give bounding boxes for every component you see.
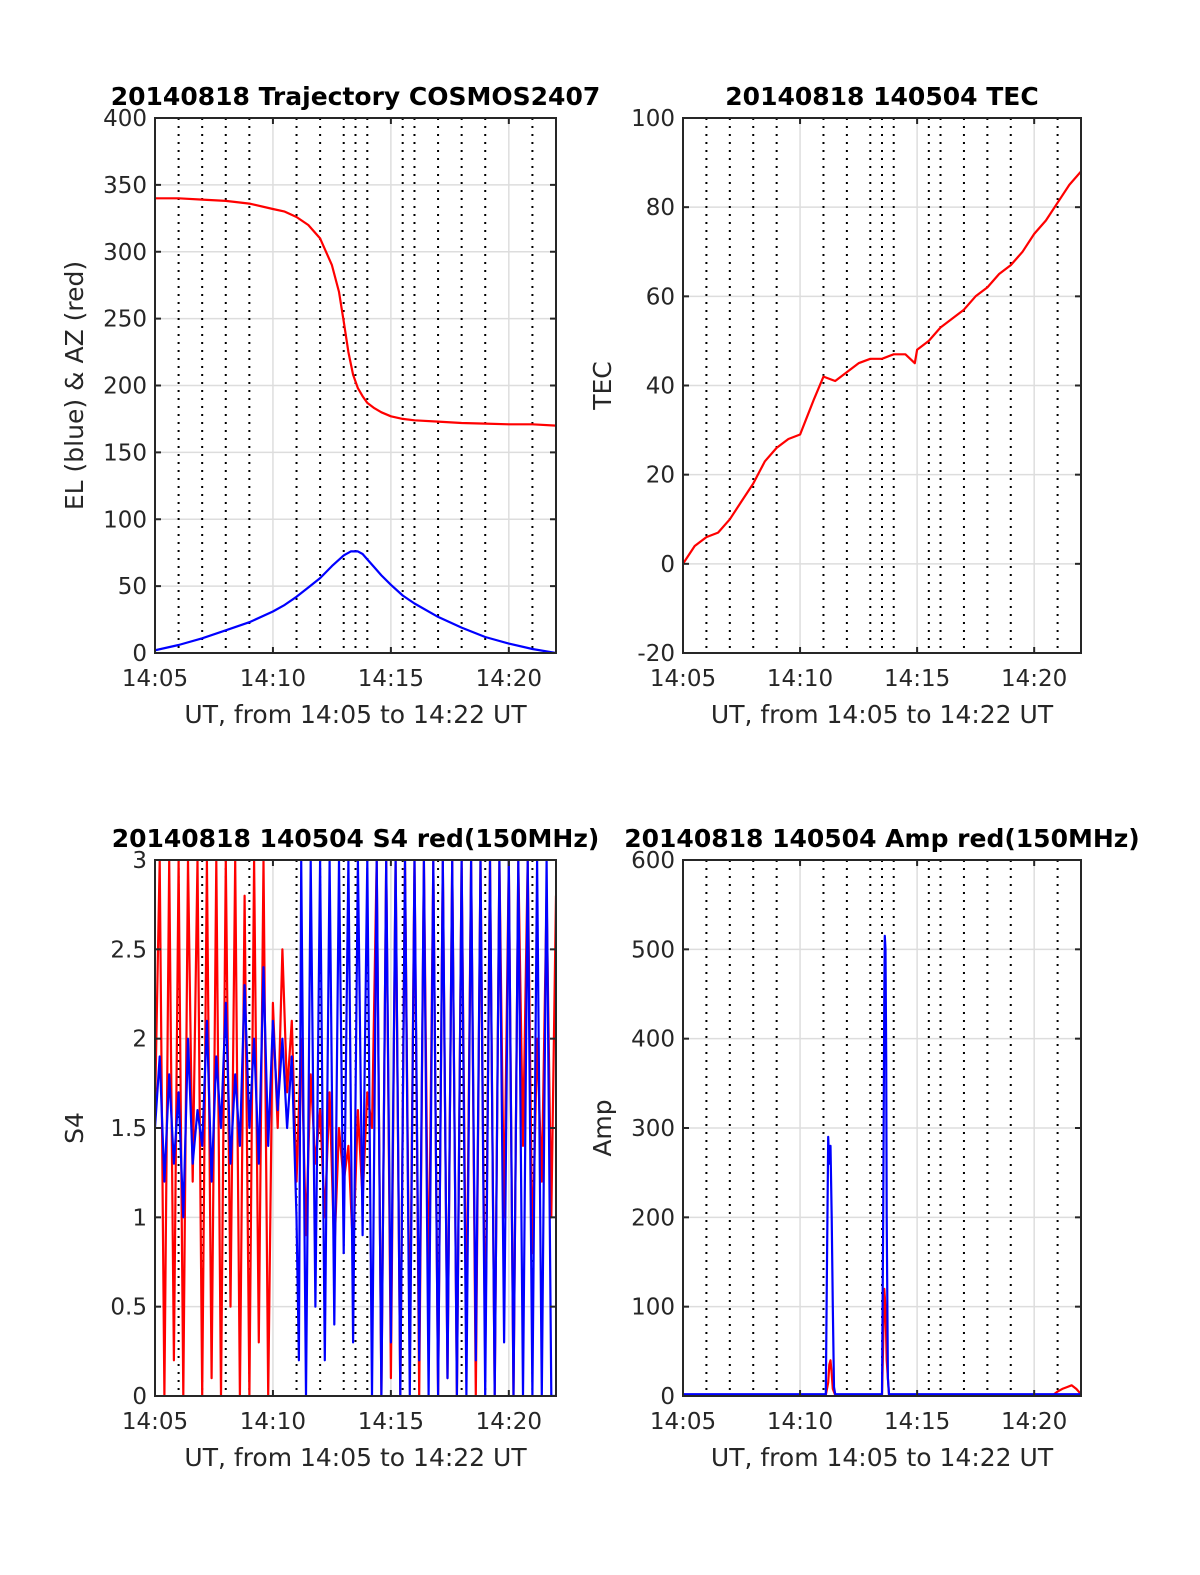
x-tick-label: 14:10: [240, 1409, 306, 1435]
y-axis-label: S4: [60, 1112, 89, 1144]
x-tick-label: 14:05: [122, 1409, 188, 1435]
chart-title: 20140818 140504 S4 red(150MHz): [112, 824, 600, 853]
y-axis-label: TEC: [588, 361, 617, 411]
y-tick-label: 100: [631, 106, 675, 132]
y-tick-label: 200: [103, 374, 147, 400]
x-axis-label: UT, from 14:05 to 14:22 UT: [184, 1443, 527, 1472]
y-tick-label: 100: [631, 1295, 675, 1321]
y-tick-label: 60: [646, 284, 675, 310]
y-axis-label: EL (blue) & AZ (red): [60, 261, 89, 510]
x-tick-label: 14:15: [884, 1409, 950, 1435]
x-tick-label: 14:05: [650, 1409, 716, 1435]
y-tick-label: 150: [103, 440, 147, 466]
chart-title: 20140818 Trajectory COSMOS2407: [111, 82, 601, 111]
series-line-0: [683, 170, 1081, 565]
y-tick-label: 0.5: [110, 1295, 147, 1321]
y-tick-label: 500: [631, 937, 675, 963]
y-tick-label: 2: [132, 1027, 147, 1053]
y-tick-label: 80: [646, 195, 675, 221]
y-tick-label: 1: [132, 1205, 147, 1231]
chart-title: 20140818 140504 TEC: [725, 82, 1038, 111]
x-tick-label: 14:05: [122, 666, 188, 692]
y-tick-label: 0: [132, 641, 147, 667]
tec-panel: -20 0 20 40 60 80 100 14:05 14:10 14:15 14:20 20140…: [588, 82, 1082, 729]
y-axis-label: Amp: [588, 1099, 617, 1156]
x-tick-label: 14:15: [358, 666, 424, 692]
trajectory-panel: 0 50 100 150 200 250 300 350 400 14:05 14:10 14:15 1…: [60, 82, 600, 729]
y-tick-label: 0: [132, 1384, 147, 1410]
y-tick-label: 0: [660, 552, 675, 578]
x-tick-label: 14:20: [476, 666, 542, 692]
chart-title: 20140818 140504 Amp red(150MHz): [624, 824, 1140, 853]
series-line-0: [155, 197, 556, 427]
x-tick-label: 14:10: [240, 666, 306, 692]
y-tick-label: 300: [103, 240, 147, 266]
y-tick-label: 400: [103, 106, 147, 132]
x-tick-label: 14:05: [650, 666, 716, 692]
y-tick-label: 3: [132, 848, 147, 874]
x-tick-label: 14:20: [1001, 666, 1067, 692]
x-tick-label: 14:15: [358, 1409, 424, 1435]
y-tick-label: 400: [631, 1027, 675, 1053]
y-tick-label: 250: [103, 307, 147, 333]
y-tick-label: 300: [631, 1116, 675, 1142]
series-line-1: [155, 860, 556, 1396]
x-axis-label: UT, from 14:05 to 14:22 UT: [184, 700, 527, 729]
y-tick-label: 40: [646, 374, 675, 400]
y-tick-label: 100: [103, 507, 147, 533]
x-axis-label: UT, from 14:05 to 14:22 UT: [711, 700, 1054, 729]
y-tick-label: 2.5: [110, 937, 147, 963]
y-tick-label: 20: [646, 463, 675, 489]
x-tick-label: 14:10: [767, 1409, 833, 1435]
y-tick-label: -20: [637, 641, 675, 667]
x-axis-label: UT, from 14:05 to 14:22 UT: [711, 1443, 1054, 1472]
x-tick-label: 14:10: [767, 666, 833, 692]
series-line-1: [155, 550, 556, 653]
series-line-1: [683, 934, 1081, 1396]
y-tick-label: 350: [103, 173, 147, 199]
amp-panel: 0 100 200 300 400 500 600 14:05 14:10 14:15 14:20 2…: [588, 824, 1140, 1472]
x-tick-label: 14:15: [884, 666, 950, 692]
series-line-0: [683, 1287, 1081, 1396]
y-tick-label: 600: [631, 848, 675, 874]
s4-panel: 0 0.5 1 1.5 2 2.5 3 14:05 14:10 14:15 14:20 2014081…: [60, 824, 599, 1472]
x-tick-label: 14:20: [1001, 1409, 1067, 1435]
y-tick-label: 0: [660, 1384, 675, 1410]
x-tick-label: 14:20: [476, 1409, 542, 1435]
y-tick-label: 50: [118, 574, 147, 600]
y-tick-label: 1.5: [110, 1116, 147, 1142]
y-tick-label: 200: [631, 1205, 675, 1231]
